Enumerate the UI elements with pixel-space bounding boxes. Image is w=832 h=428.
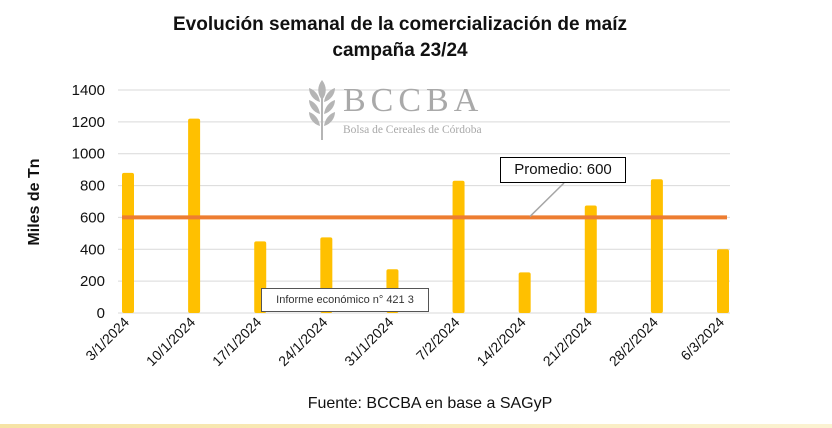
x-tick-label: 17/1/2024	[209, 314, 265, 370]
average-callout-line	[529, 182, 565, 217]
x-tick-label: 14/2/2024	[473, 314, 529, 370]
y-tick-label: 1200	[72, 114, 105, 131]
bars	[122, 118, 729, 314]
y-axis-label: Miles de Tn	[26, 158, 43, 246]
y-tick-label: 200	[80, 273, 105, 290]
x-tick-label: 7/2/2024	[413, 314, 463, 364]
y-tick-label: 1000	[72, 146, 105, 163]
y-tick-label: 600	[80, 209, 105, 226]
bar-14/2/2024	[518, 272, 531, 313]
y-tick-label: 1400	[72, 82, 105, 99]
y-tick-labels: 0 200 400 600 800 1000 1200 1400	[72, 82, 105, 322]
average-label: Promedio: 600	[500, 157, 626, 183]
bottom-strip	[0, 424, 832, 428]
y-tick-label: 400	[80, 241, 105, 258]
x-tick-label: 28/2/2024	[606, 314, 662, 370]
bar-21/2/2024	[584, 205, 597, 313]
x-tick-label: 3/1/2024	[82, 314, 132, 364]
x-tick-labels: 3/1/2024 10/1/2024 17/1/2024 24/1/2024 31/1/…	[82, 314, 727, 370]
logo-subtitle: Bolsa de Cereales de Córdoba	[343, 124, 482, 136]
source-note: Fuente: BCCBA en base a SAGyP	[307, 395, 553, 412]
y-tick-label: 800	[80, 178, 105, 195]
report-label: Informe económico n° 421 3	[261, 288, 429, 312]
x-tick-label: 10/1/2024	[143, 314, 199, 370]
bccba-logo: BCCBA Bolsa de Cereales de Córdoba	[305, 74, 525, 146]
x-tick-label: 31/1/2024	[341, 314, 397, 370]
chart-title-line-1: Evolución semanal de la comercialización…	[172, 14, 628, 35]
chart-title: Evolución semanal de la comercialización…	[0, 12, 800, 64]
logo-name: BCCBA	[343, 82, 484, 119]
wheat-icon	[309, 80, 335, 140]
chart-title-line-2: campaña 23/24	[332, 40, 468, 61]
x-tick-label: 24/1/2024	[275, 314, 331, 370]
x-tick-label: 21/2/2024	[540, 314, 596, 370]
bar-6/3/2024	[717, 249, 729, 313]
bar-3/1/2024	[122, 172, 134, 313]
bar-7/2/2024	[452, 180, 465, 313]
y-tick-label: 0	[97, 305, 105, 322]
x-tick-label: 6/3/2024	[677, 314, 727, 364]
bar-28/2/2024	[650, 179, 663, 313]
